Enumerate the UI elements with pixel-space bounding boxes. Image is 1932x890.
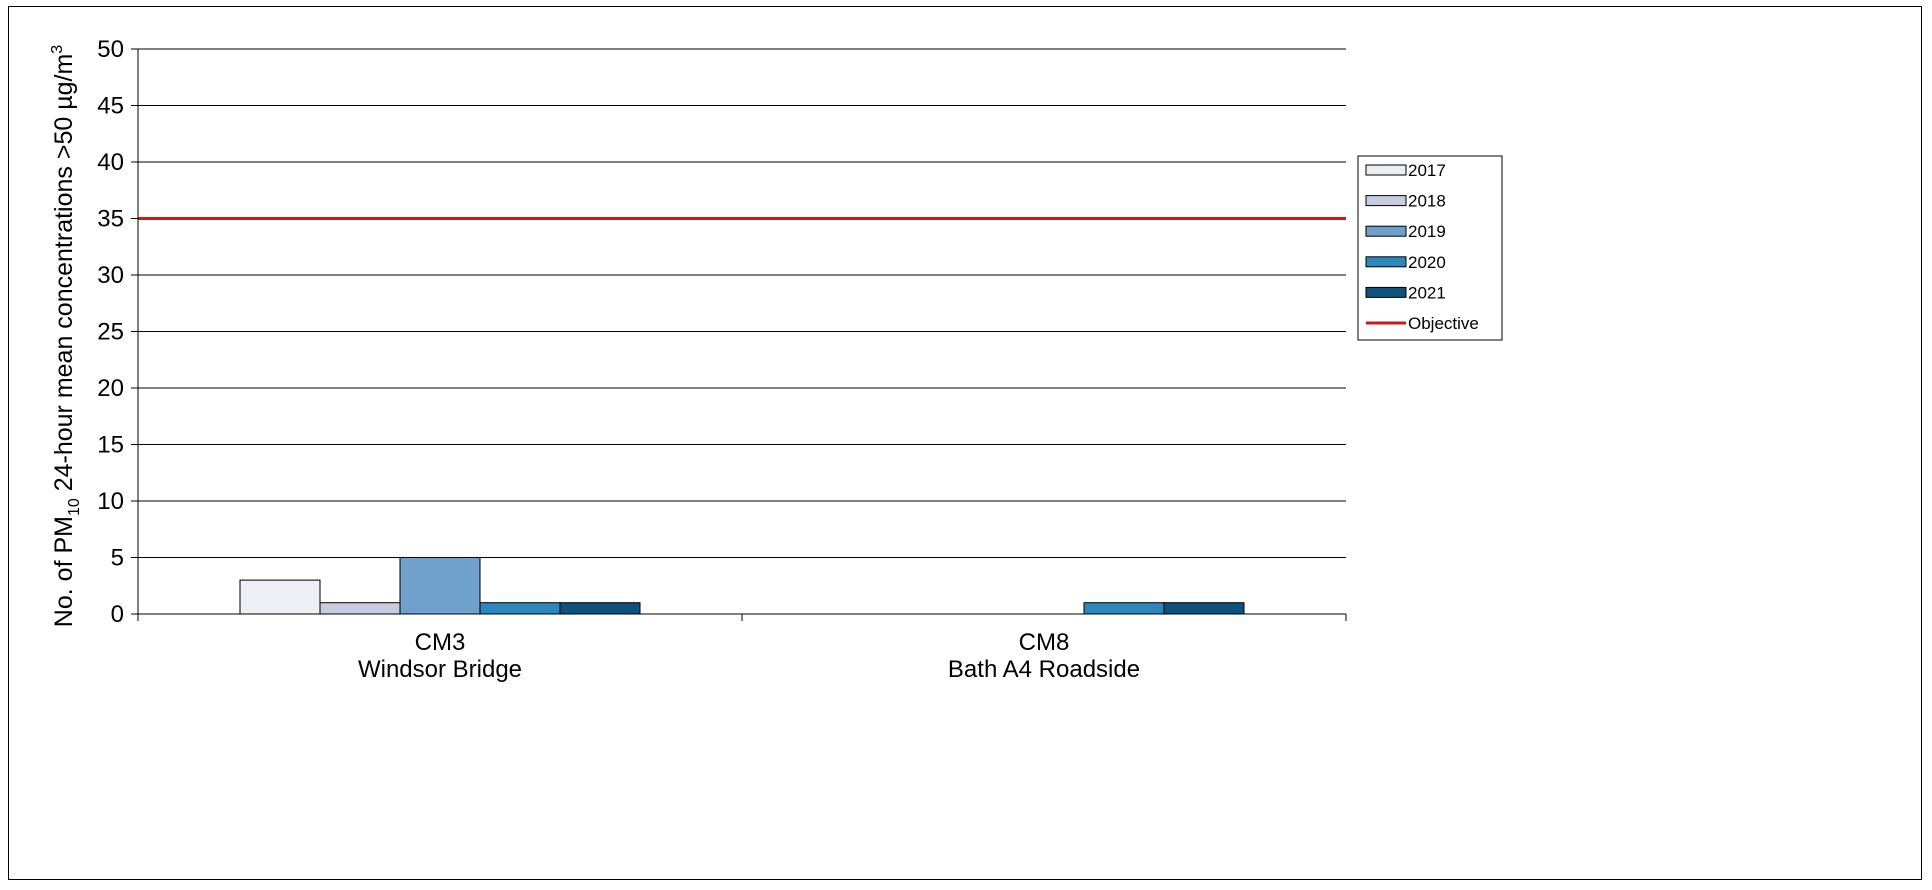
gridlines xyxy=(138,48,1346,558)
y-tick-label: 10 xyxy=(97,488,124,515)
bar-2020-cm8 xyxy=(1083,602,1165,615)
y-tick-label: 35 xyxy=(97,206,124,233)
bar-2020-cm3 xyxy=(479,602,561,615)
y-tick-label: 25 xyxy=(97,319,124,346)
legend-label-objective: Objective xyxy=(1408,314,1479,333)
legend-label-2018: 2018 xyxy=(1408,192,1446,211)
chart-frame xyxy=(8,6,1922,880)
y-tick-label: 45 xyxy=(97,93,124,120)
bar-2017-cm3 xyxy=(239,579,321,615)
y-axis-label: No. of PM10 24-hour mean concentrations … xyxy=(49,45,83,627)
bar-2018-cm3 xyxy=(319,602,401,615)
category-label-code: CM3 xyxy=(415,629,466,656)
category-label-name: Bath A4 Roadside xyxy=(948,656,1140,683)
legend-box xyxy=(1357,155,1503,341)
category-label-name: Windsor Bridge xyxy=(358,656,522,683)
legend-swatch-2017 xyxy=(1365,164,1407,176)
bar-2021-cm8 xyxy=(1163,602,1245,615)
bars xyxy=(239,557,1245,615)
y-tick-label: 30 xyxy=(97,262,124,289)
legend-swatch-2021 xyxy=(1365,286,1407,298)
y-tick-label: 20 xyxy=(97,375,124,402)
axes xyxy=(131,48,1347,621)
y-tick-label: 5 xyxy=(111,545,124,572)
category-label-code: CM8 xyxy=(1019,629,1070,656)
y-tick-label: 0 xyxy=(111,601,124,628)
legend-label-2020: 2020 xyxy=(1408,253,1446,272)
legend-swatch-2018 xyxy=(1365,195,1407,207)
bar-2019-cm3 xyxy=(399,557,481,615)
y-tick-label: 15 xyxy=(97,432,124,459)
legend-label-2021: 2021 xyxy=(1408,283,1446,302)
legend-label-2019: 2019 xyxy=(1408,222,1446,241)
legend: 2017 2018 2019 2020 2021 Objective xyxy=(1357,155,1503,341)
y-tick-labels: 0 5 10 15 20 25 30 35 40 45 50 xyxy=(97,36,124,628)
y-tick-label: 40 xyxy=(97,149,124,176)
legend-swatch-2020 xyxy=(1365,256,1407,268)
legend-swatch-2019 xyxy=(1365,225,1407,237)
y-tick-label: 50 xyxy=(97,36,124,63)
bar-2021-cm3 xyxy=(559,602,641,615)
legend-label-2017: 2017 xyxy=(1408,161,1446,180)
